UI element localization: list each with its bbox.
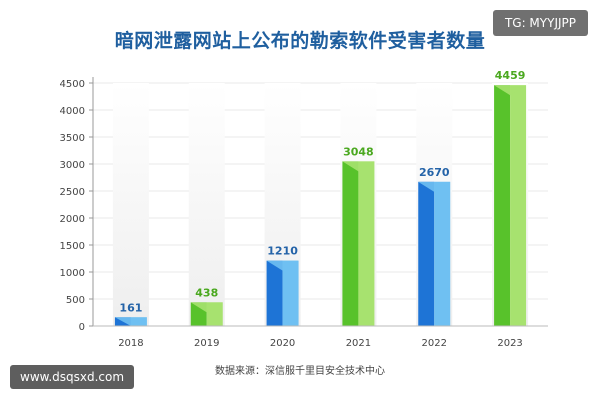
x-tick-label: 2019 [194,338,219,349]
bar-face-left [114,317,131,326]
bar-cap [418,181,451,192]
bar-cap [266,260,299,271]
y-tick-label: 2000 [60,214,85,225]
bar [266,260,299,326]
y-tick-label: 500 [66,295,85,306]
bar-face-left [418,181,435,326]
bar-cap [342,161,375,172]
column-backgrounds [112,83,529,326]
bar [342,161,375,326]
bar-face-right [130,317,147,326]
data-labels: 161 438 1210 3048 2670 4459 [119,69,525,314]
x-tick-label: 2020 [270,338,295,349]
y-tick-label: 2500 [60,187,85,198]
y-tick-label: 3000 [60,160,85,171]
bar-face-right [510,85,527,327]
bar-cap [114,317,147,326]
data-label: 438 [195,286,218,299]
data-label: 2670 [419,166,450,179]
data-label: 4459 [495,69,526,82]
bar [494,85,527,327]
bar-face-left [494,85,511,327]
data-source-note: 数据来源：深信服千里目安全技术中心 [215,366,385,377]
y-tick-label: 4500 [60,79,85,90]
website-watermark: www.dsqsxd.com [10,365,135,389]
y-tick-label: 4000 [60,106,85,117]
y-tick-label: 0 [79,322,85,333]
x-tick-label: 2022 [422,338,447,349]
data-label: 3048 [343,145,374,158]
bar [418,181,451,326]
column-background [112,83,149,326]
bar-cap [494,85,527,96]
chart-title: 暗网泄露网站上公布的勒索软件受害者数量 [114,30,486,52]
bars [114,85,527,327]
bar-face-left [266,260,283,326]
bar-cap [190,302,223,313]
bar [190,302,223,326]
y-axis: 0 500 1000 1500 2000 2500 3000 3500 4000 4500 [60,77,94,333]
y-tick-label: 1000 [60,268,85,279]
bar-face-right [434,181,451,326]
y-tick-label: 3500 [60,133,85,144]
bar-face-right [358,161,375,326]
data-label: 1210 [267,245,298,258]
bar-face-left [342,161,359,326]
telegram-badge: TG: MYYJJPP [492,10,588,36]
y-tick-label: 1500 [60,241,85,252]
x-tick-label: 2021 [346,338,371,349]
bar-face-right [282,260,299,326]
data-label: 161 [119,301,142,314]
x-axis: 2018 2019 2020 2021 2022 2023 [93,325,548,349]
column-background [188,83,225,326]
x-tick-label: 2018 [118,338,143,349]
grid-lines [93,82,548,300]
x-tick-label: 2023 [497,338,522,349]
bar [114,317,147,326]
